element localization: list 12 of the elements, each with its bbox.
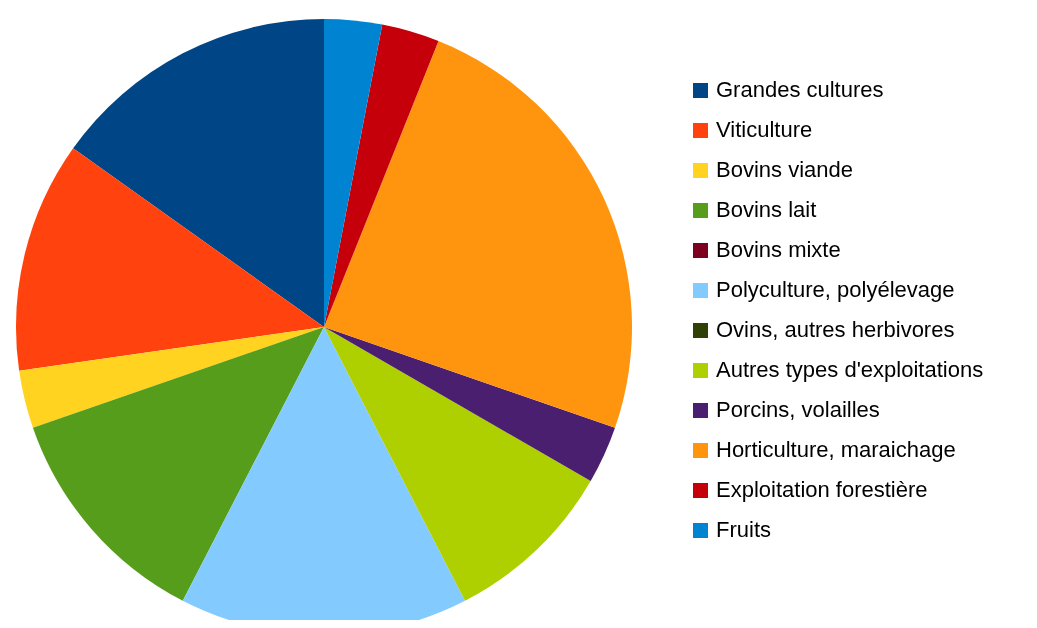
legend-label: Bovins viande xyxy=(716,157,853,183)
legend-label: Exploitation forestière xyxy=(716,477,928,503)
legend-label: Ovins, autres herbivores xyxy=(716,317,955,343)
legend-label: Viticulture xyxy=(716,117,813,143)
legend-label: Bovins mixte xyxy=(716,237,841,263)
legend-label: Bovins lait xyxy=(716,197,817,223)
legend-label: Grandes cultures xyxy=(716,77,884,103)
legend-label: Fruits xyxy=(716,517,771,543)
legend-label: Porcins, volailles xyxy=(716,397,880,423)
legend-label: Horticulture, maraichage xyxy=(716,437,956,463)
legend-label: Polyculture, polyélevage xyxy=(716,277,955,303)
legend-label: Autres types d'exploitations xyxy=(716,357,984,383)
